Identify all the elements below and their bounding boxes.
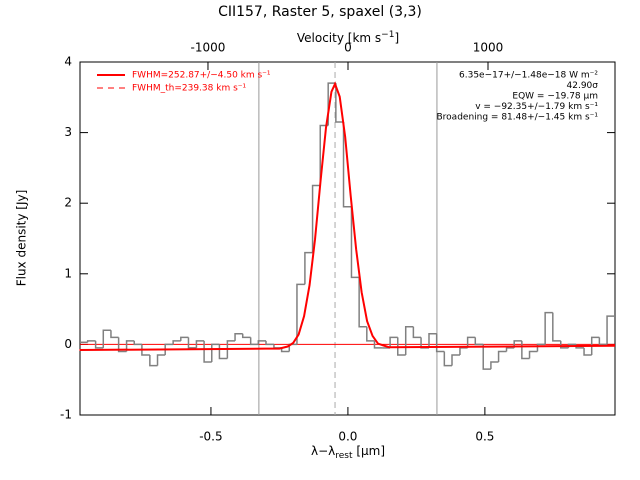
histogram-step [110, 330, 119, 339]
histogram-step [149, 354, 158, 367]
histogram-step [296, 283, 305, 345]
histogram-step [350, 206, 360, 279]
y-tick-label: 3 [64, 125, 72, 139]
x2-tick-label: -1000 [191, 41, 226, 55]
legend-label: FWHM=252.87+/−4.50 km s⁻¹ [132, 71, 271, 81]
histogram-step [304, 251, 313, 285]
histogram-step [311, 184, 321, 253]
histogram-step [606, 315, 615, 345]
x2-tick-label: 1000 [473, 41, 504, 55]
histogram-step [505, 347, 515, 352]
histogram-step [590, 336, 600, 355]
histogram-step [342, 122, 352, 208]
annotation: 6.35e−17+/−1.48e−18 W m⁻² [459, 71, 598, 81]
histogram-step [397, 337, 406, 356]
histogram-step [133, 340, 142, 346]
histogram-step [335, 83, 344, 123]
histogram-step [94, 340, 104, 349]
y-tick-label: 4 [64, 55, 72, 69]
x2-tick-label: 0 [344, 41, 352, 55]
histogram-step [552, 312, 561, 342]
fit-line [79, 81, 616, 352]
histogram-step [102, 329, 111, 348]
x-tick-label: -0.5 [199, 430, 222, 444]
histogram-step [490, 361, 499, 370]
histogram-step [459, 347, 468, 355]
histogram-step [141, 344, 150, 356]
histogram-step [187, 337, 197, 349]
y-tick-label: 0 [64, 337, 72, 351]
histogram-step [234, 333, 243, 341]
histogram-step [164, 343, 174, 355]
histogram-step [226, 340, 236, 359]
x-axis-label: λ−λrest [μm] [311, 444, 385, 461]
histogram-step [373, 340, 383, 349]
chart-title: CII157, Raster 5, spaxel (3,3) [218, 4, 422, 20]
annotation: 42.90σ [567, 81, 599, 91]
annotation: EQW = −19.78 μm [512, 92, 598, 102]
histogram-step [249, 337, 259, 346]
histogram-step [598, 337, 608, 346]
histogram-step [451, 354, 460, 366]
histogram-step [156, 354, 166, 366]
histogram-step [389, 336, 398, 348]
histogram-step [241, 333, 251, 339]
histogram-step [544, 311, 553, 345]
histogram-step [560, 340, 569, 349]
histogram-step [474, 337, 484, 346]
histogram-step [257, 340, 267, 345]
histogram-step [497, 350, 507, 363]
histogram-step [366, 326, 375, 342]
histogram-step [412, 326, 422, 339]
histogram-step [265, 340, 274, 346]
histogram-step [358, 277, 367, 328]
y-tick-label: 2 [64, 196, 72, 210]
histogram-step [195, 340, 205, 348]
legend-label: FWHM_th=239.38 km s⁻¹ [132, 84, 247, 94]
x-tick-label: 0.5 [475, 430, 494, 444]
histogram-step [404, 326, 414, 355]
histogram-step [172, 340, 181, 345]
histogram-step [180, 336, 189, 341]
annotation: Broadening = 81.48+/−1.45 km s⁻¹ [437, 113, 599, 123]
annotation: v = −92.35+/−1.79 km s⁻¹ [475, 102, 598, 112]
x-tick-label: 0.0 [338, 430, 357, 444]
histogram-step [280, 347, 290, 353]
histogram-step [536, 343, 546, 352]
histogram-step [203, 340, 212, 363]
histogram-step [435, 333, 445, 353]
histogram-step [528, 350, 538, 359]
histogram-step [482, 344, 491, 370]
histogram-step [86, 340, 96, 343]
x2-axis-label: Velocity [km s−1] [297, 30, 399, 45]
histogram-step [466, 336, 476, 348]
histogram-step [583, 347, 592, 356]
y-axis-label: Flux density [Jy] [15, 190, 29, 287]
histogram-step [428, 333, 437, 348]
histogram-step [117, 337, 127, 353]
histogram-step [211, 343, 220, 363]
histogram-step [125, 340, 135, 352]
y-tick-label: -1 [60, 408, 72, 422]
y-tick-label: 1 [64, 266, 72, 280]
histogram-step [443, 351, 453, 367]
